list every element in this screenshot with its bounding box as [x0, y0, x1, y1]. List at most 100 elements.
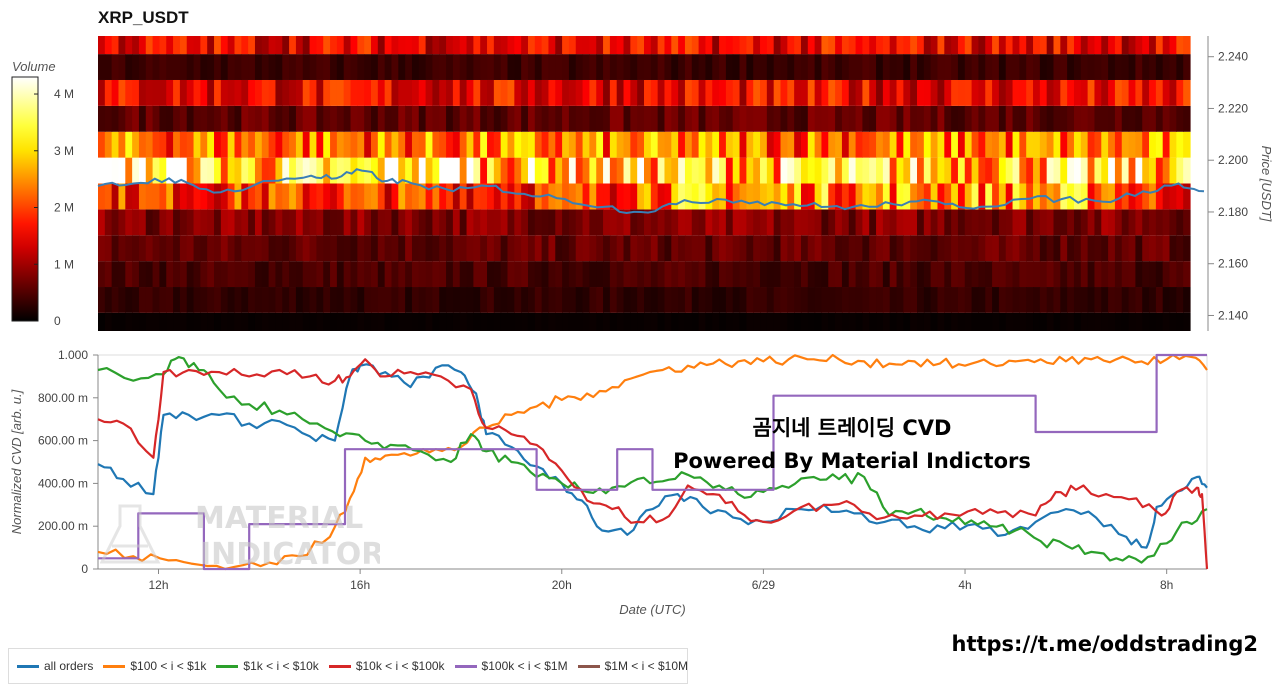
heatmap-cell: [145, 235, 154, 262]
heatmap-cell: [1094, 235, 1102, 262]
heatmap-cell: [862, 312, 870, 331]
heatmap-cell: [432, 261, 440, 288]
heatmap-cell: [616, 36, 625, 55]
heatmap-cell: [957, 54, 966, 80]
heatmap-cell: [1005, 312, 1014, 331]
heatmap-cell: [773, 235, 782, 262]
heatmap-cell: [425, 183, 434, 210]
legend-item[interactable]: all orders: [17, 659, 93, 673]
heatmap-cell: [1094, 287, 1102, 313]
heatmap-cell: [473, 312, 481, 331]
heatmap-cell: [555, 183, 563, 210]
heatmap-cell: [302, 157, 311, 184]
heatmap-cell: [712, 287, 720, 313]
heatmap-cell: [227, 235, 236, 262]
heatmap-cell: [207, 54, 215, 80]
heatmap-cell: [473, 54, 481, 80]
heatmap-cell: [200, 183, 208, 210]
heatmap-cell: [1121, 157, 1130, 184]
heatmap-cell: [1067, 261, 1075, 288]
heatmap-cell: [712, 183, 720, 210]
heatmap-cell: [173, 312, 181, 331]
heatmap-cell: [541, 209, 550, 236]
heatmap-cell: [575, 183, 584, 210]
heatmap-cell: [432, 54, 440, 80]
heatmap-cell: [1101, 79, 1109, 106]
heatmap-cell: [166, 209, 174, 236]
heatmap-cell: [957, 105, 966, 132]
heatmap-cell: [1012, 287, 1020, 313]
heatmap-cell: [705, 54, 713, 80]
heatmap-cell: [1012, 312, 1020, 331]
heatmap-cell: [650, 105, 659, 132]
heatmap-cell: [937, 157, 945, 184]
heatmap-cell: [173, 235, 181, 262]
heatmap-cell: [282, 54, 290, 80]
heatmap-cell: [418, 209, 427, 236]
heatmap-cell: [575, 36, 584, 55]
heatmap-cell: [350, 54, 358, 80]
heatmap-cell: [821, 131, 829, 158]
heatmap-cell: [391, 157, 399, 184]
heatmap-cell: [138, 157, 147, 184]
heatmap-cell: [152, 312, 161, 331]
heatmap-cell: [821, 79, 829, 106]
heatmap-cell: [862, 183, 870, 210]
heatmap-cell: [118, 105, 126, 132]
heatmap-cell: [828, 157, 836, 184]
heatmap-cell: [336, 183, 345, 210]
legend-item[interactable]: $1M < i < $10M: [577, 659, 688, 673]
heatmap-cell: [582, 105, 590, 132]
heatmap-cell: [214, 261, 222, 288]
heatmap-cell: [609, 157, 618, 184]
heatmap-cell: [848, 105, 857, 132]
heatmap-cell: [821, 261, 829, 288]
heatmap-cell: [323, 54, 331, 80]
heatmap-cell: [527, 287, 536, 313]
heatmap-cell: [719, 183, 727, 210]
heatmap-cells[interactable]: [98, 36, 1191, 331]
heatmap-cell: [316, 79, 324, 106]
heatmap-cell: [179, 287, 188, 313]
heatmap-cell: [439, 183, 447, 210]
heatmap-cell: [1087, 183, 1096, 210]
heatmap-cell: [439, 287, 447, 313]
heatmap-cell: [316, 54, 324, 80]
heatmap-cell: [1005, 79, 1014, 106]
heatmap-cell: [1183, 183, 1191, 210]
heatmap-cell: [330, 131, 338, 158]
heatmap-cell: [712, 312, 720, 331]
heatmap-cell: [896, 157, 904, 184]
flask-icon: [100, 504, 161, 564]
heatmap-cell: [384, 105, 393, 132]
cvd-series-lines[interactable]: [97, 353, 1209, 571]
heatmap-cell: [664, 54, 672, 80]
heatmap-cell: [589, 131, 597, 158]
heatmap-cell: [589, 79, 597, 106]
legend-item[interactable]: $100 < i < $1k: [103, 659, 206, 673]
heatmap-cell: [1039, 209, 1048, 236]
heatmap-cell: [732, 183, 741, 210]
heatmap-cell: [487, 131, 495, 158]
legend-item[interactable]: $1k < i < $10k: [216, 659, 319, 673]
heatmap-cell: [521, 312, 529, 331]
heatmap-cell: [548, 287, 556, 313]
heatmap-cell: [1183, 79, 1191, 106]
legend-item[interactable]: $10k < i < $100k: [328, 659, 445, 673]
heatmap-cell: [179, 261, 188, 288]
heatmap-cell: [1012, 235, 1020, 262]
heatmap-cell: [732, 157, 741, 184]
heatmap-cell: [220, 54, 229, 80]
heatmap-cell: [582, 157, 590, 184]
heatmap-cell: [132, 209, 140, 236]
heatmap-cell: [336, 131, 345, 158]
legend-item[interactable]: $100k < i < $1M: [454, 659, 568, 673]
material-indicators-watermark: MATERIAL INDICATORS: [100, 501, 380, 572]
heatmap-cell: [568, 261, 577, 288]
telegram-link[interactable]: https://t.me/oddstrading2: [951, 632, 1259, 656]
heatmap-cell: [316, 36, 324, 55]
heatmap-cell: [985, 36, 993, 55]
cvd-y-tick-label: 1.000: [58, 348, 88, 362]
heatmap-cell: [309, 105, 317, 132]
